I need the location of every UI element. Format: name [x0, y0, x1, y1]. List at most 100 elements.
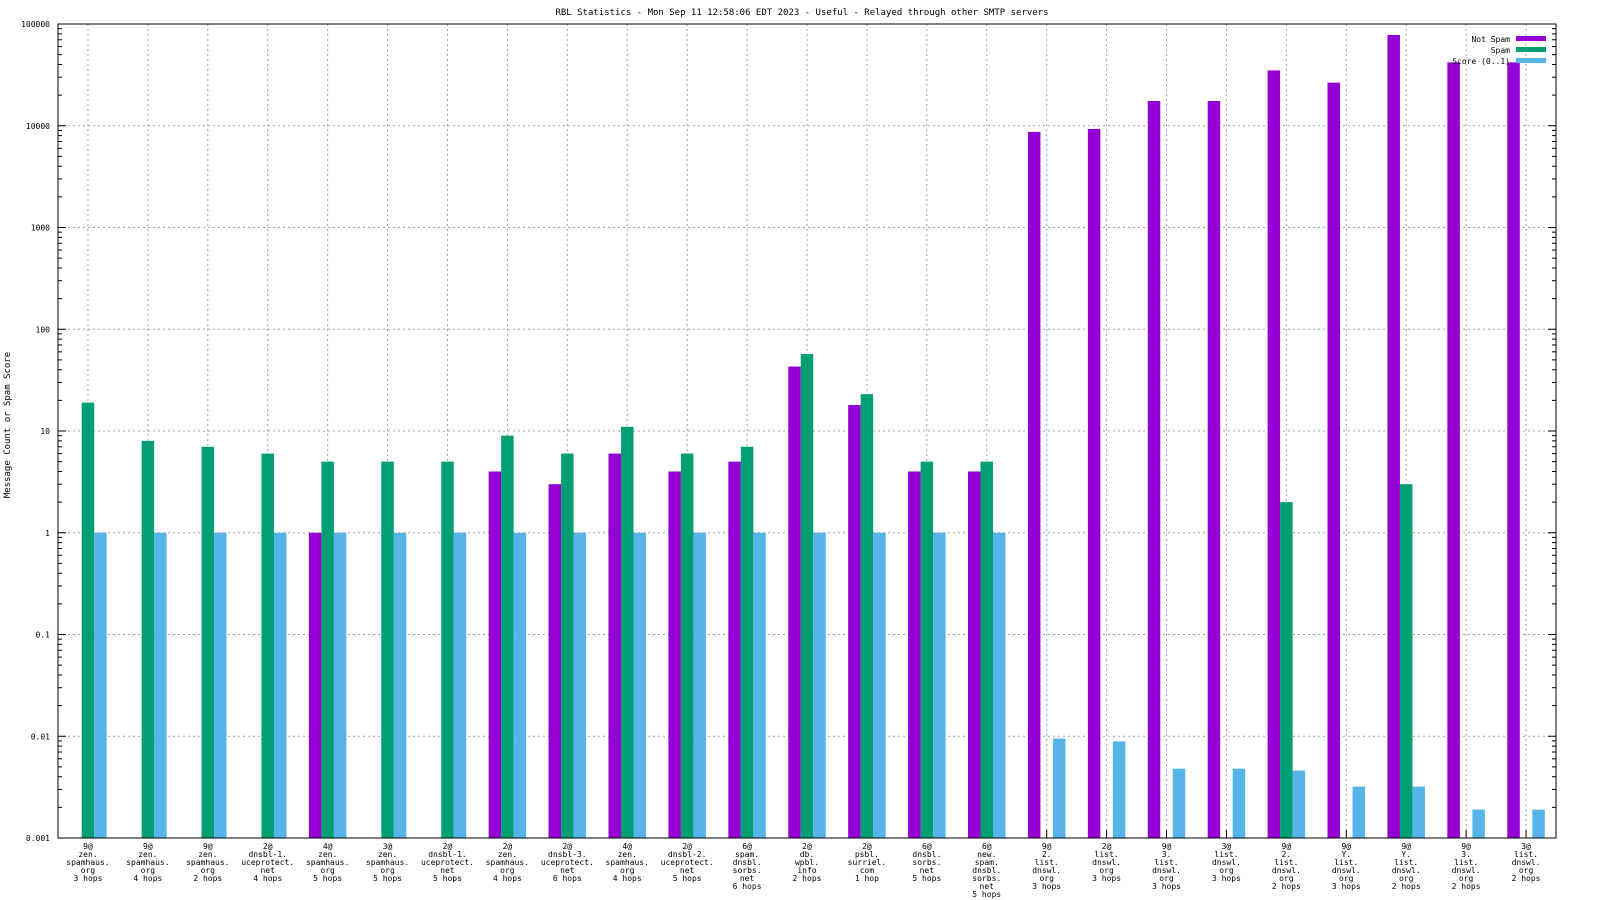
x-tick-label: net — [980, 882, 995, 891]
bar-score-0-1 — [693, 532, 706, 838]
x-tick-label: list. — [1514, 850, 1538, 859]
legend-label: Spam — [1491, 46, 1510, 55]
bar-score-0-1 — [273, 532, 287, 838]
x-tick-label: net — [920, 866, 935, 875]
bar-not-spam — [968, 471, 981, 838]
y-tick-label: 100000 — [21, 20, 50, 29]
bar-not-spam — [668, 471, 681, 838]
y-tick-label: 1 — [45, 529, 50, 538]
x-tick-label: dnswl. — [1272, 866, 1301, 875]
x-tick-label: uceprotect. — [661, 858, 714, 867]
x-tick-label: org — [1339, 874, 1354, 883]
bar-not-spam — [728, 461, 741, 838]
x-tick-label: 3@ — [1521, 842, 1531, 851]
x-tick-label: dnswl. — [1152, 866, 1181, 875]
x-tick-label: 5 hops — [972, 890, 1001, 899]
x-tick-label: 2. — [1282, 850, 1292, 859]
x-tick-label: zen. — [198, 850, 217, 859]
bar-not-spam — [1507, 62, 1520, 838]
bar-score-0-1 — [993, 532, 1006, 838]
x-tick-label: dnswl. — [1032, 866, 1061, 875]
bar-not-spam — [1387, 34, 1400, 839]
x-tick-label: list. — [1274, 858, 1298, 867]
bar-spam — [1280, 502, 1293, 838]
bar-spam — [201, 446, 215, 838]
x-tick-label: com — [860, 866, 875, 875]
y-tick-label: 100 — [36, 325, 51, 334]
legend-swatch — [1516, 58, 1546, 63]
x-tick-label: 9@ — [203, 842, 213, 851]
x-tick-label: org — [1519, 866, 1534, 875]
x-tick-label: org — [201, 866, 216, 875]
x-tick-label: list. — [1454, 858, 1478, 867]
x-tick-label: 6@ — [982, 842, 992, 851]
x-tick-label: spamhaus. — [486, 858, 529, 867]
bar-score-0-1 — [154, 532, 167, 838]
x-tick-label: list. — [1035, 858, 1059, 867]
bar-score-0-1 — [333, 532, 347, 838]
x-tick-label: org — [141, 866, 156, 875]
x-tick-label: dnsbl-2. — [668, 850, 707, 859]
x-tick-label: 9@ — [1341, 842, 1351, 851]
x-tick-label: dnswl. — [1092, 858, 1121, 867]
x-tick-label: 6 hops — [553, 874, 582, 883]
x-tick-label: list. — [1214, 850, 1238, 859]
x-tick-label: 2 hops — [1512, 874, 1541, 883]
plot-border — [57, 23, 1557, 839]
x-tick-label: 3. — [1162, 850, 1172, 859]
y-tick-label: 0.01 — [31, 732, 50, 741]
x-tick-label: 4@ — [323, 842, 333, 851]
bar-spam — [980, 461, 994, 838]
x-tick-label: list. — [1154, 858, 1178, 867]
bar-not-spam — [1147, 101, 1161, 839]
x-tick-label: 3 hops — [1152, 882, 1181, 891]
bar-score-0-1 — [513, 532, 527, 838]
x-tick-label: 3 hops — [1092, 874, 1121, 883]
x-tick-label: 9@ — [1162, 842, 1172, 851]
x-tick-label: 6@ — [742, 842, 752, 851]
x-tick-label: dnswl. — [1452, 866, 1481, 875]
x-tick-label: 2@ — [503, 842, 513, 851]
bar-score-0-1 — [393, 532, 407, 838]
x-tick-label: zen. — [378, 850, 397, 859]
x-tick-label: spamhaus. — [306, 858, 349, 867]
bar-spam — [81, 402, 95, 838]
x-tick-label: 3@ — [1222, 842, 1232, 851]
x-tick-label: 3 hops — [74, 874, 103, 883]
x-tick-label: wpbl. — [795, 858, 819, 867]
x-tick-label: 2 hops — [793, 874, 822, 883]
x-tick-label: 3@ — [383, 842, 393, 851]
y-axis-label: Message Count or Spam Score — [3, 352, 13, 498]
x-tick-label: 5 hops — [673, 874, 702, 883]
bar-score-0-1 — [1472, 809, 1485, 838]
x-tick-label: dnsbl-1. — [248, 850, 287, 859]
x-tick-label: zen. — [138, 850, 157, 859]
bar-score-0-1 — [1532, 809, 1545, 838]
x-tick-label: 2 hops — [1392, 882, 1421, 891]
x-tick-label: dnswl. — [1212, 858, 1241, 867]
bar-spam — [620, 426, 634, 838]
bar-score-0-1 — [1052, 738, 1066, 838]
x-tick-label: org — [1099, 866, 1114, 875]
bar-score-0-1 — [633, 532, 646, 838]
y-tick-label: 10 — [40, 427, 50, 436]
bar-spam — [501, 435, 514, 838]
x-tick-label: org — [1459, 874, 1474, 883]
x-tick-label: net — [440, 866, 455, 875]
x-tick-label: dnswl. — [1512, 858, 1541, 867]
x-tick-label: dnsbl. — [912, 850, 941, 859]
bar-score-0-1 — [1232, 768, 1246, 838]
x-tick-label: 3. — [1461, 850, 1471, 859]
x-tick-label: 6@ — [922, 842, 932, 851]
bar-score-0-1 — [1112, 741, 1126, 838]
y-tick-label: 0.001 — [26, 834, 50, 843]
bar-score-0-1 — [933, 532, 946, 838]
x-tick-label: 2@ — [862, 842, 872, 851]
x-tick-label: Y. — [1341, 850, 1351, 859]
x-tick-label: org — [500, 866, 515, 875]
x-tick-label: 9@ — [143, 842, 153, 851]
x-tick-label: surriel. — [848, 858, 887, 867]
bar-not-spam — [1327, 82, 1341, 838]
